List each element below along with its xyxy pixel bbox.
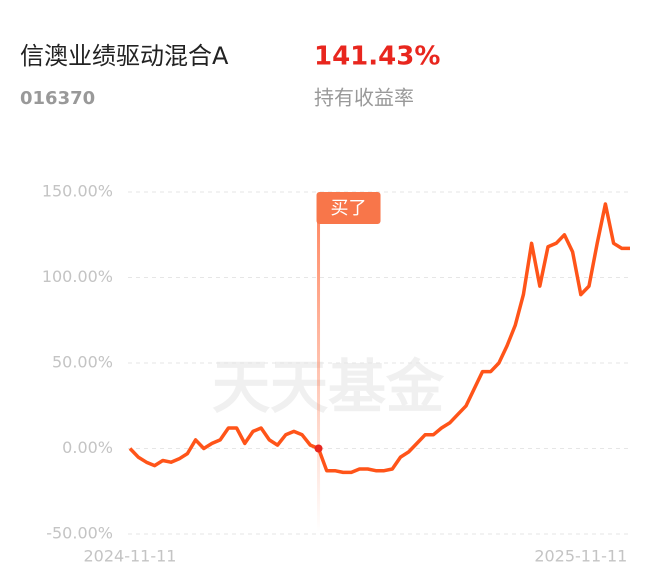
- watermark: 天天基金: [212, 353, 445, 421]
- x-tick-label: 2024-11-11: [84, 547, 177, 566]
- line: [128, 202, 630, 475]
- buy-point: [314, 444, 323, 453]
- annotation-line: [317, 212, 321, 532]
- fund-code: 016370: [20, 88, 95, 109]
- annotation-box: [316, 192, 381, 224]
- x-tick-label: 2025-11-11: [534, 547, 627, 566]
- y-tick-label: 50.00%: [52, 353, 113, 372]
- annotation-text: 买了: [331, 198, 367, 219]
- y-tick-label: 0.00%: [62, 438, 113, 457]
- y-tick-label: 150.00%: [42, 182, 113, 201]
- y-tick-label: -50.00%: [46, 524, 113, 543]
- return-value: 141.43%: [314, 42, 440, 72]
- y-tick-label: 100.00%: [42, 267, 113, 286]
- fund-name: 信澳业绩驱动混合A: [20, 42, 229, 70]
- return-label: 持有收益率: [314, 86, 414, 110]
